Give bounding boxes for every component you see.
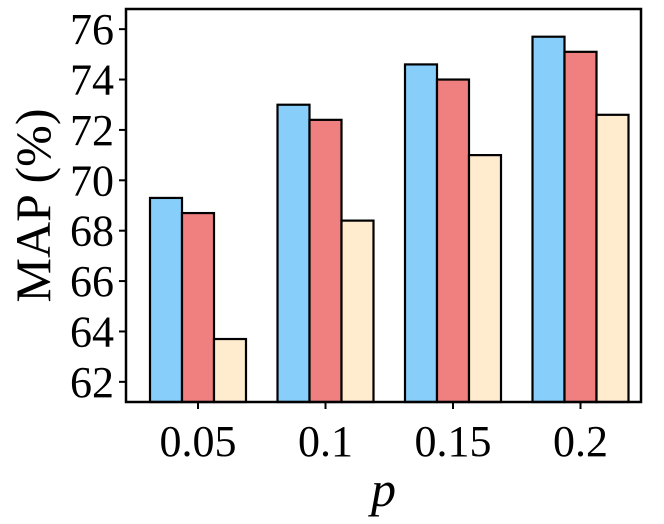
y-tick-label-76: 76 <box>70 5 114 54</box>
y-tick-label-74: 74 <box>70 56 114 105</box>
bar-s2-0.2 <box>563 50 598 404</box>
y-tick-label-72: 72 <box>70 106 114 155</box>
y-tick-label-70: 70 <box>70 156 114 205</box>
x-tick-label-0.2: 0.2 <box>553 417 608 466</box>
bar-s2-0.05 <box>180 211 216 404</box>
x-axis: 0.05 0.1 0.15 0.2 <box>160 402 608 466</box>
bar-s1-0.15 <box>403 63 439 404</box>
bar-s3-0.05 <box>212 337 248 404</box>
plot-frame <box>124 7 643 404</box>
x-axis-label: p <box>368 461 396 517</box>
x-tick-label-0.1: 0.1 <box>298 417 353 466</box>
bar-s3-0.2 <box>595 113 630 404</box>
bar-s1-0.2 <box>531 35 566 404</box>
bar-s2-0.1 <box>308 118 343 404</box>
bar-s1-0.05 <box>148 196 184 404</box>
y-tick-label-64: 64 <box>70 307 114 356</box>
y-tick-label-66: 66 <box>70 257 114 306</box>
x-tick-label-0.15: 0.15 <box>415 417 492 466</box>
y-tick-label-62: 62 <box>70 358 114 407</box>
bar-s3-0.15 <box>467 154 503 404</box>
bar-s3-0.1 <box>340 219 375 404</box>
y-tick-label-68: 68 <box>70 207 114 256</box>
bar-s1-0.1 <box>276 103 311 404</box>
x-tick-label-0.05: 0.05 <box>160 417 237 466</box>
bar-s2-0.15 <box>435 78 471 404</box>
y-axis-label: MAP (%) <box>5 109 61 303</box>
bars-group <box>148 35 630 404</box>
